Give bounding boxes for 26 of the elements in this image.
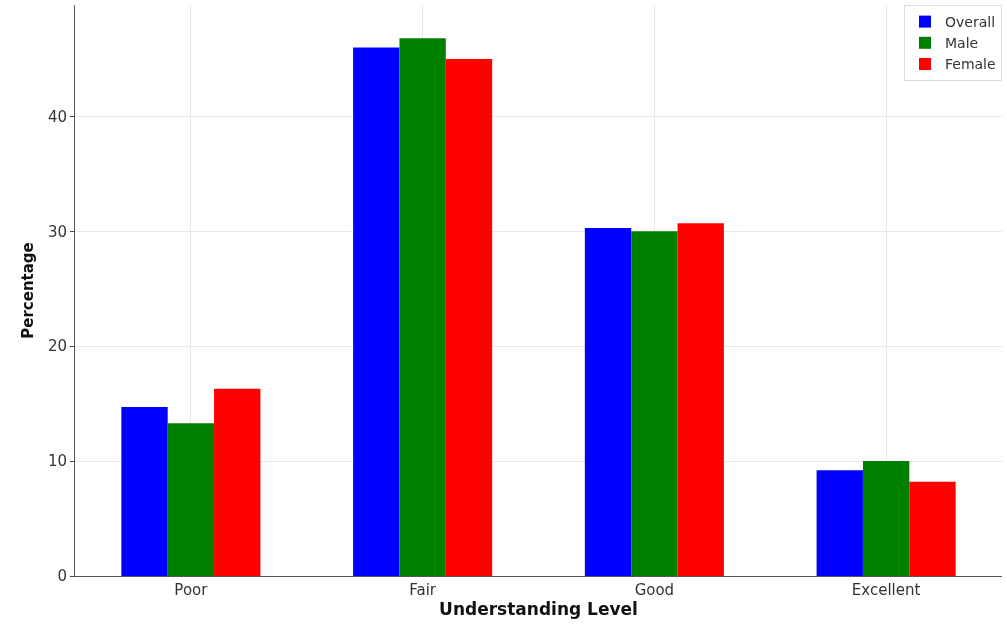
x-tick-label: Poor xyxy=(174,581,209,599)
bar xyxy=(445,59,493,576)
x-tick-label: Good xyxy=(634,581,675,599)
x-tick-label: Fair xyxy=(409,581,437,599)
bar xyxy=(909,481,956,576)
bar xyxy=(214,388,261,576)
x-axis-title: Understanding Level xyxy=(439,599,638,619)
y-tick-label: 10 xyxy=(47,452,67,471)
y-axis-title: Percentage xyxy=(19,242,38,339)
y-tick-label: 30 xyxy=(47,222,67,241)
x-tick-label: Excellent xyxy=(851,581,921,599)
bar xyxy=(399,38,446,576)
y-tick-label: 0 xyxy=(57,567,67,586)
bar xyxy=(816,470,863,576)
bar xyxy=(353,47,400,576)
bar xyxy=(584,227,632,576)
legend-label: Overall xyxy=(945,14,996,31)
legend-label: Female xyxy=(945,56,996,73)
y-tick-label: 40 xyxy=(47,107,67,126)
bar xyxy=(167,423,215,576)
bar xyxy=(677,223,724,576)
bar xyxy=(862,461,910,576)
legend-label: Male xyxy=(945,35,979,52)
bar xyxy=(631,231,678,576)
y-tick-label: 20 xyxy=(47,337,67,356)
bar xyxy=(121,407,168,576)
